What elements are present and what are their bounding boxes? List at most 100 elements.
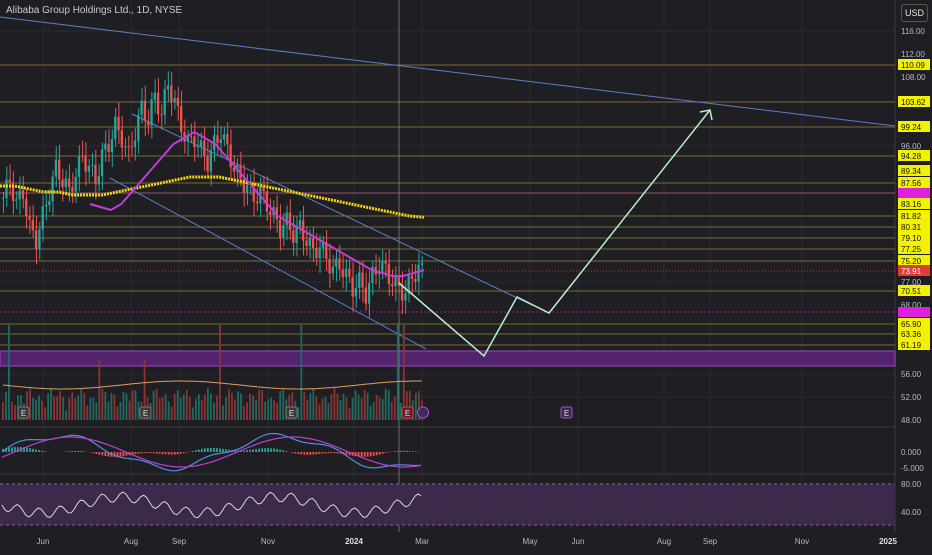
volume-bar	[180, 398, 182, 420]
volume-bar	[89, 398, 91, 420]
macd-histogram-bar	[367, 452, 369, 457]
svg-text:E: E	[564, 409, 569, 418]
candle	[104, 144, 106, 150]
candle	[65, 179, 67, 187]
candle	[401, 286, 403, 301]
macd-histogram-bar	[159, 452, 161, 454]
candle	[286, 212, 288, 225]
volume-bar	[400, 403, 402, 420]
macd-histogram-bar	[267, 448, 269, 452]
candle	[206, 156, 208, 171]
candle	[81, 156, 83, 157]
macd-histogram-bar	[165, 452, 167, 454]
candle	[190, 136, 192, 137]
currency-button[interactable]: USD	[901, 4, 928, 22]
macd-histogram-bar	[400, 451, 402, 452]
volume-bar	[32, 398, 34, 420]
macd-histogram-bar	[315, 452, 317, 454]
level-label-text: 89.34	[901, 167, 922, 176]
candle	[200, 140, 202, 146]
volume-bar	[80, 388, 82, 420]
volume-bar	[101, 389, 103, 420]
candle	[32, 220, 34, 230]
candle	[91, 165, 93, 166]
macd-histogram-bar	[403, 451, 405, 452]
volume-bar	[129, 401, 131, 420]
macd-histogram-bar	[29, 448, 31, 452]
volume-bar	[415, 393, 417, 420]
candle	[361, 273, 363, 288]
candle	[299, 220, 301, 226]
volume-bar	[192, 407, 194, 420]
candle	[319, 248, 321, 259]
volume-bar	[153, 391, 155, 420]
candle	[193, 136, 195, 146]
level-label-text: 65.90	[901, 320, 922, 329]
volume-bar	[14, 405, 16, 420]
macd-histogram-bar	[297, 452, 299, 454]
macd-histogram-bar	[207, 448, 209, 452]
macd-histogram-bar	[246, 450, 248, 452]
macd-histogram-bar	[198, 449, 200, 452]
volume-bar	[309, 393, 311, 420]
candle	[358, 273, 360, 288]
price-tick: 48.00	[901, 416, 922, 425]
svg-text:E: E	[405, 409, 410, 418]
macd-histogram-bar	[225, 449, 227, 452]
volume-bar	[234, 400, 236, 420]
macd-histogram-bar	[204, 448, 206, 452]
symbol-title[interactable]: Alibaba Group Holdings Ltd., 1D, NYSE	[6, 5, 182, 16]
volume-bar	[198, 394, 200, 420]
volume-bar	[249, 393, 251, 420]
candle	[170, 86, 172, 102]
volume-bar	[297, 407, 299, 420]
volume-bar	[74, 398, 76, 420]
volume-bar	[120, 402, 122, 420]
time-label: Jun	[572, 537, 585, 546]
volume-bar	[38, 396, 40, 420]
level-label-text: 99.24	[901, 123, 922, 132]
volume-bar	[379, 398, 381, 420]
candle	[71, 187, 73, 192]
candle	[368, 283, 370, 304]
macd-histogram-bar	[334, 452, 336, 453]
macd-histogram-bar	[394, 451, 396, 452]
level-label-text: 94.28	[901, 152, 922, 161]
macd-histogram-bar	[346, 452, 348, 455]
candle	[94, 165, 96, 184]
macd-histogram-bar	[273, 449, 275, 452]
candle	[305, 241, 307, 246]
level-label-text: 75.20	[901, 257, 922, 266]
macd-histogram-bar	[11, 447, 13, 452]
macd-histogram-bar	[243, 450, 245, 452]
volume-bar	[114, 394, 116, 420]
volume-bar	[228, 389, 230, 420]
volume-bar	[264, 402, 266, 420]
volume-bar	[361, 398, 363, 420]
candle	[137, 115, 139, 141]
macd-histogram-bar	[361, 452, 363, 457]
macd-histogram-bar	[162, 452, 164, 454]
svg-text:E: E	[289, 409, 294, 418]
candle	[348, 269, 350, 277]
macd-histogram-bar	[376, 452, 378, 455]
macd-histogram-bar	[337, 452, 339, 453]
macd-histogram-bar	[123, 452, 125, 456]
candle	[394, 276, 396, 286]
volume-bar	[270, 397, 272, 420]
volume-bar	[343, 393, 345, 420]
candle	[220, 140, 222, 143]
volume-bar	[189, 397, 191, 420]
macd-histogram-bar	[216, 448, 218, 452]
support-zone[interactable]	[0, 351, 895, 366]
volume-bar	[8, 325, 10, 420]
time-label: Mar	[415, 537, 429, 546]
volume-bar	[47, 393, 49, 420]
macd-histogram-bar	[270, 448, 272, 452]
candle	[164, 89, 166, 114]
macd-histogram-bar	[80, 451, 82, 452]
volume-bar	[59, 391, 61, 420]
macd-histogram-bar	[249, 450, 251, 452]
